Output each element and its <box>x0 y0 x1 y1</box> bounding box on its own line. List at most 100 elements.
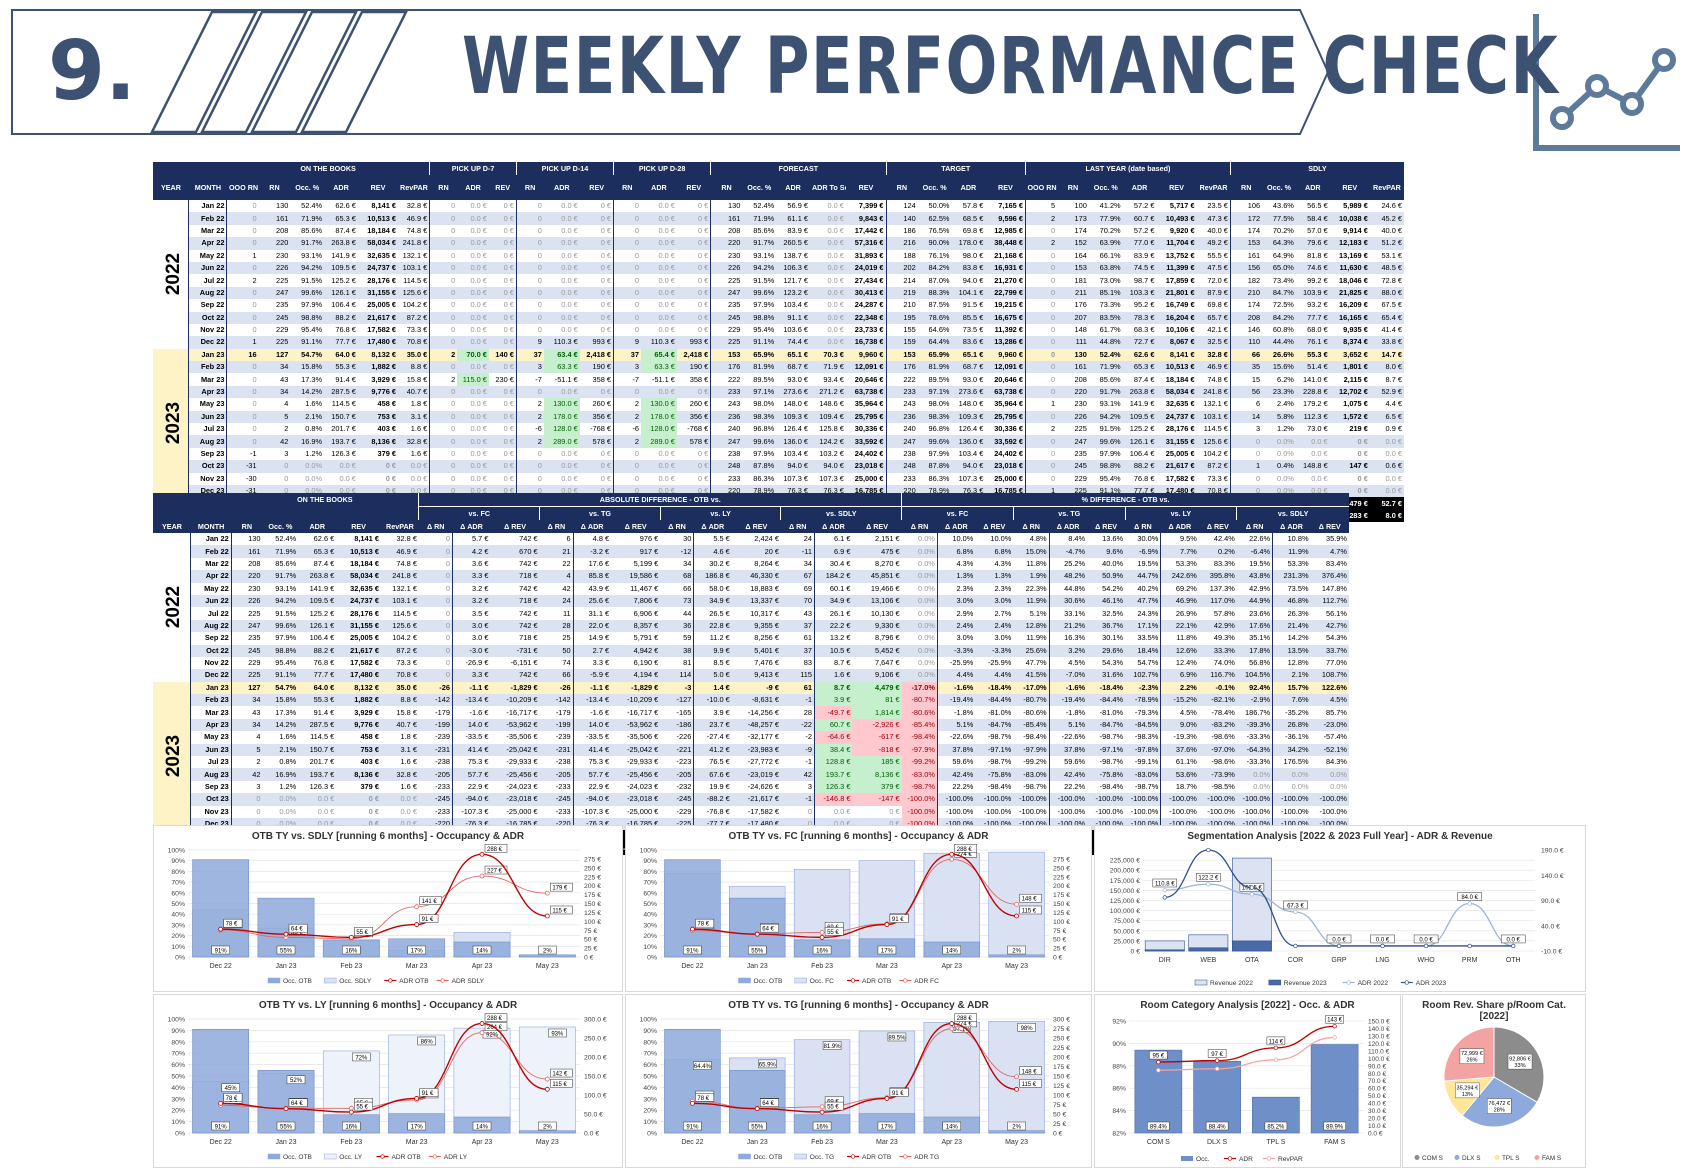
bar-occupancy <box>1193 1061 1241 1134</box>
svg-text:288 €: 288 € <box>957 1016 973 1022</box>
table-cell: 91.5 € <box>962 300 984 310</box>
table-cell: 112.3 € <box>1295 410 1330 424</box>
adr-otb-line-point <box>348 934 354 940</box>
table-cell: 0 <box>613 200 641 213</box>
table-cell: 71.9% <box>262 545 299 558</box>
table-cell: 81.9% <box>917 361 952 374</box>
table-cell: 130 <box>710 200 743 213</box>
table-cell: 917 € <box>611 545 661 558</box>
y-tick-label: 30% <box>171 922 185 929</box>
table-cell: 76.8 € <box>1133 473 1155 483</box>
table-cell: 226 <box>230 594 263 608</box>
table-cell: 0 <box>1024 472 1058 485</box>
y2-tick-label: 25 € <box>1053 1121 1066 1128</box>
column-header: RevPAR <box>380 520 419 533</box>
table-cell: -25,000 € <box>627 806 659 816</box>
table-cell: 153 <box>885 348 918 362</box>
table-cell: 88.0 € <box>1369 286 1404 300</box>
table-cell: 74.4 € <box>776 336 810 349</box>
table-cell: 14 <box>1229 410 1263 424</box>
table-cell: 216 <box>885 237 918 250</box>
y2-tick-label: 140.0 € <box>1368 1026 1390 1033</box>
svg-text:115 €: 115 € <box>552 908 567 914</box>
table-cell: 85.6% <box>753 225 775 235</box>
table-cell: 123.2 € <box>776 286 810 300</box>
svg-text:115 €: 115 € <box>552 1082 567 1088</box>
table-cell: 77.7 € <box>1295 311 1330 324</box>
table-cell: 1.6 € <box>410 424 428 434</box>
table-cell: 47.5 € <box>1196 261 1231 275</box>
table-cell: -99.2% <box>1023 757 1047 767</box>
table-cell: 6.5 € <box>1369 410 1404 424</box>
table-cell: 148.0 € <box>958 399 984 409</box>
table-cell: 34.9 € <box>693 594 732 608</box>
table-cell: -100.0% <box>901 805 938 818</box>
table-cell: 0 <box>613 274 641 287</box>
table-cell: 4.5% <box>1310 694 1349 707</box>
table-cell: 225 <box>230 607 263 620</box>
table-cell: 65.3 € <box>298 545 337 558</box>
table-cell: 148.6 € <box>819 399 844 409</box>
data-label: 14% <box>472 945 492 955</box>
table-cell: Jul 23 <box>203 424 225 434</box>
table-cell: 19,586 € <box>611 570 661 583</box>
data-label: 78 € <box>223 918 243 928</box>
table-cell: 15.8% <box>290 361 325 374</box>
table-cell: 52.4% <box>301 201 323 211</box>
table-cell: 65.3 € <box>1122 361 1157 374</box>
table-cell: 9,413 € <box>731 669 781 682</box>
column-header: RevPAR <box>1196 175 1231 200</box>
table-cell: 15.7% <box>1272 681 1311 695</box>
table-cell: -48,257 € <box>731 718 781 732</box>
y2-tick-label: 50.0 € <box>1368 1093 1386 1100</box>
svg-text:2%: 2% <box>543 1125 552 1131</box>
table-cell: 1 <box>226 249 259 262</box>
table-cell: 16.9% <box>290 435 325 448</box>
table-cell: -35.2% <box>1272 706 1311 719</box>
table-cell: 225 <box>1074 424 1087 434</box>
table-cell: 0 <box>429 311 458 324</box>
group-header: FORECAST <box>710 162 887 175</box>
table-cell: 25,795 € <box>985 410 1026 424</box>
column-header: RN <box>886 175 918 200</box>
data-label: 17% <box>877 945 897 955</box>
bar-revenue-2023 <box>1231 940 1272 952</box>
table-cell: -205 <box>539 768 574 781</box>
table-cell: 2,424 € <box>754 534 779 544</box>
table-cell: 24,737 € <box>1156 410 1197 424</box>
table-cell: 2.9% <box>936 607 976 620</box>
table-cell: 0 € <box>697 201 709 211</box>
x-tick-label: COR <box>1288 957 1304 964</box>
table-row: May 23 0 4 1.6% 114.5 €458 €1.8 €0 0.0 €0 €2 1… <box>153 398 1404 411</box>
table-cell: 42.1 € <box>1207 325 1228 335</box>
table-cell: 58,034 € <box>1156 385 1197 399</box>
table-cell: 395.8% <box>1198 570 1237 583</box>
table-cell: 4,942 € <box>611 644 661 657</box>
table-cell: 0 <box>613 212 641 225</box>
table-cell: 94.2% <box>742 261 777 275</box>
column-header: RevPAR <box>398 175 430 200</box>
table-cell: 0 € <box>579 460 614 473</box>
table-cell: 7,647 € <box>874 658 900 668</box>
table-cell: 24.6 € <box>1381 201 1402 211</box>
column-header: MONTH <box>188 175 227 200</box>
table-cell: 0.0 € <box>827 250 844 260</box>
svg-text:14%: 14% <box>476 1125 489 1131</box>
table-cell: 32.5% <box>1102 608 1124 618</box>
table-cell: 2,115 € <box>1343 374 1368 384</box>
table-cell: 30.4 € <box>813 557 853 571</box>
svg-text:55 €: 55 € <box>356 1105 368 1111</box>
header-banner: 9. WEEKLY PERFORMANCE CHECK <box>0 0 1684 160</box>
table-row: 2022 Jan 22 0 130 52.4% 62.6 €8,141 €32.8 €0 0… <box>153 200 1404 349</box>
chart-otb-vs-sdly: OTB TY vs. SDLY [running 6 months] - Occ… <box>153 825 623 992</box>
table-cell: 28 <box>539 619 574 633</box>
table-cell: 83.4% <box>1326 558 1347 568</box>
table-cell: -51.1 € <box>651 374 675 384</box>
svg-text:64.4%: 64.4% <box>694 1064 712 1070</box>
table-cell: 8,256 € <box>754 633 779 643</box>
table-cell: 99.6% <box>1088 435 1123 448</box>
data-label: 16% <box>812 945 832 955</box>
table-cell: 0 <box>1024 435 1058 448</box>
table-cell: 13.5% <box>1272 644 1311 657</box>
column-header: REV <box>985 175 1026 200</box>
